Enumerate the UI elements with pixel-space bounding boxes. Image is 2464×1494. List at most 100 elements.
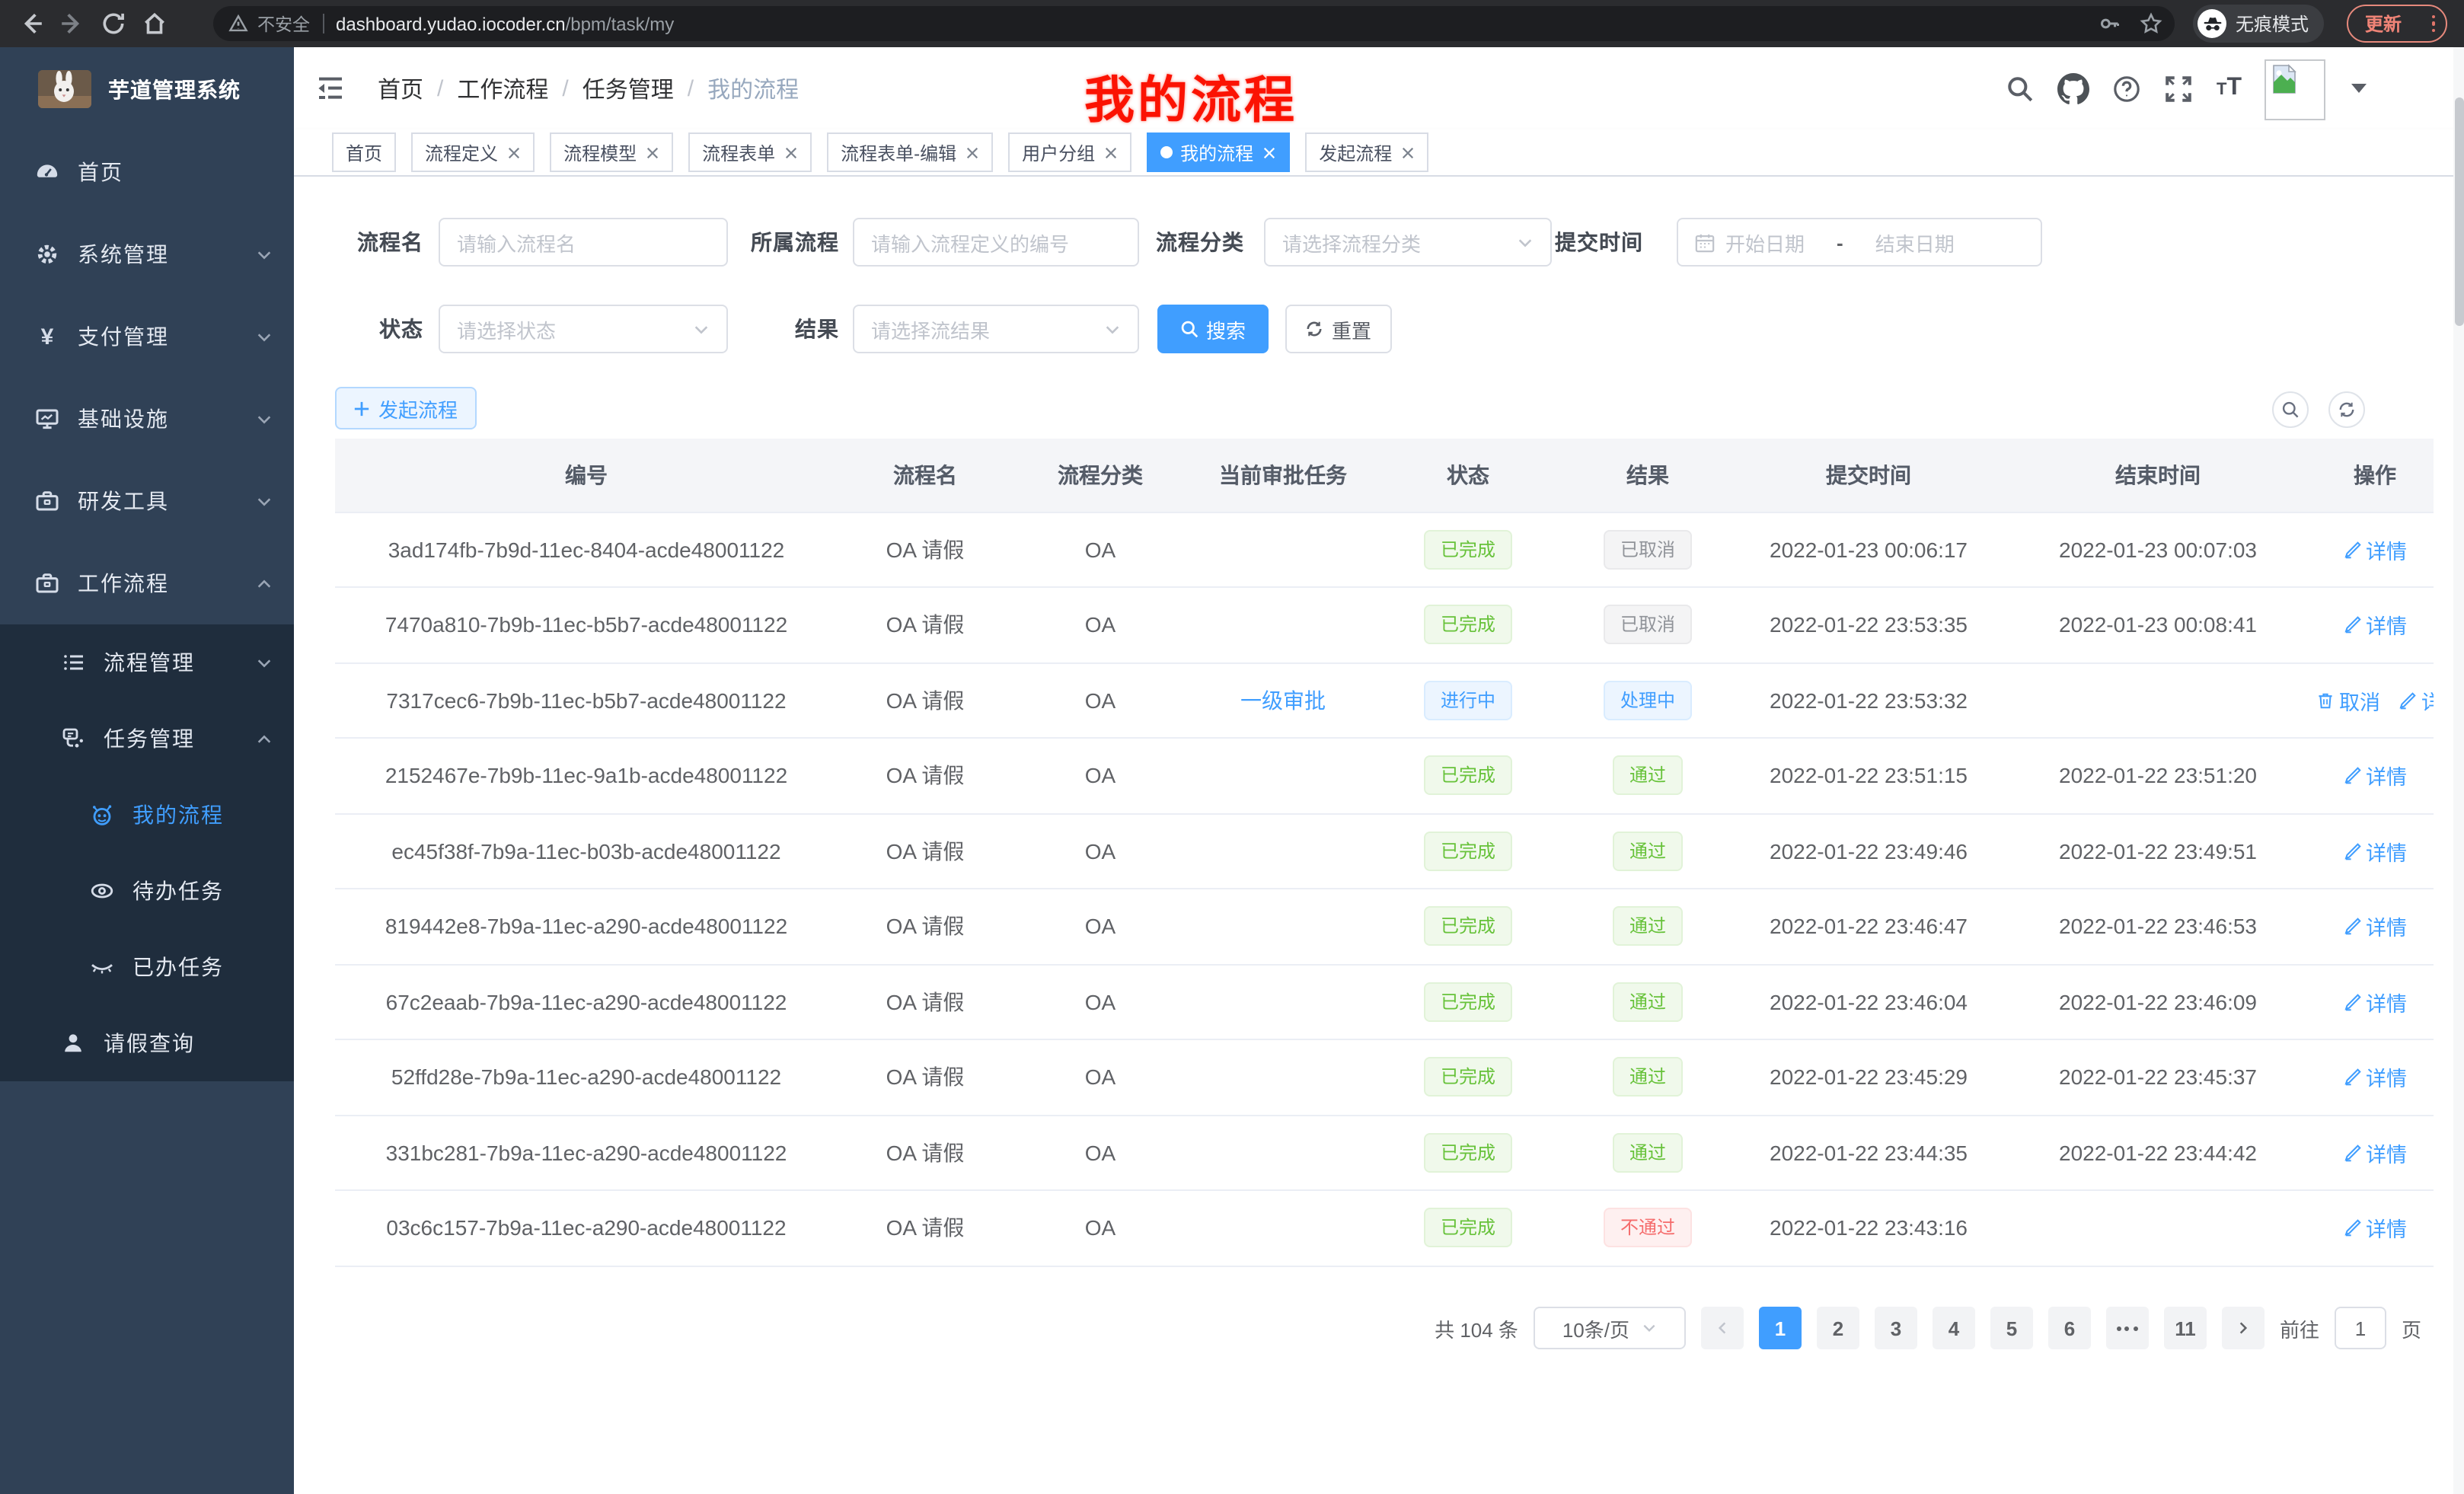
cell-submit-time: 2022-01-22 23:43:16	[1738, 1190, 2000, 1266]
not-secure-icon	[228, 14, 248, 32]
process-name-input[interactable]: 请输入流程名	[439, 218, 728, 267]
category-select[interactable]: 请选择流程分类	[1264, 218, 1552, 267]
robot-icon	[93, 805, 112, 825]
sidebar-fold-icon[interactable]	[317, 75, 344, 102]
edit-icon	[2344, 842, 2360, 860]
sidebar-item-infrastructure[interactable]: 基础设施	[0, 378, 294, 460]
tab-process-form[interactable]: 流程表单	[688, 132, 812, 172]
url-host[interactable]: dashboard.yudao.iocoder.cn	[336, 13, 566, 34]
next-page-button[interactable]	[2221, 1307, 2265, 1349]
detail-link[interactable]: 详情	[2343, 987, 2407, 1017]
cell-name: OA 请假	[838, 662, 1013, 739]
detail-link[interactable]: 详情	[2343, 1138, 2407, 1168]
page-button-3[interactable]: 3	[1874, 1307, 1917, 1349]
cell-submit-time: 2022-01-22 23:49:46	[1738, 813, 2000, 889]
reload-icon[interactable]	[101, 11, 126, 37]
result-select[interactable]: 请选择流结果	[853, 305, 1139, 353]
sidebar-item-workflow[interactable]: 工作流程	[0, 542, 294, 624]
gear-icon	[37, 244, 57, 264]
status-select[interactable]: 请选择状态	[439, 305, 728, 353]
more-pages-button[interactable]	[2105, 1307, 2149, 1349]
bookmark-star-icon[interactable]	[2140, 12, 2162, 35]
app-logo[interactable]: 芋道管理系统	[0, 47, 294, 131]
reset-button[interactable]: 重置	[1285, 305, 1392, 353]
tab-home[interactable]: 首页	[332, 132, 397, 172]
close-icon[interactable]	[1104, 145, 1118, 159]
detail-link[interactable]: 详情	[2343, 761, 2407, 791]
submit-time-range-picker[interactable]: 开始日期 - 结束日期	[1677, 218, 2042, 267]
detail-link[interactable]: 详情	[2343, 836, 2407, 867]
close-icon[interactable]	[1401, 145, 1415, 159]
sidebar-item-leave-query[interactable]: 请假查询	[0, 1005, 294, 1081]
cell-submit-time: 2022-01-23 00:06:17	[1738, 512, 2000, 588]
breadcrumb-workflow[interactable]: 工作流程	[457, 77, 549, 103]
page-button-2[interactable]: 2	[1816, 1307, 1859, 1349]
detail-link[interactable]: 详情	[2343, 535, 2407, 565]
forward-icon[interactable]	[59, 11, 85, 37]
sidebar-item-devtools[interactable]: 研发工具	[0, 460, 294, 542]
page-button-5[interactable]: 5	[1990, 1307, 2033, 1349]
tab-start-process[interactable]: 发起流程	[1305, 132, 1429, 172]
scrollbar-thumb[interactable]	[2454, 97, 2463, 326]
chevron-up-icon	[257, 734, 271, 742]
github-icon[interactable]	[2057, 72, 2090, 104]
sidebar-item-payment[interactable]: ¥ 支付管理	[0, 295, 294, 378]
page-button-11[interactable]: 11	[2163, 1307, 2207, 1349]
tab-process-model[interactable]: 流程模型	[550, 132, 674, 172]
sidebar-item-my-process[interactable]: 我的流程	[0, 777, 294, 853]
search-icon[interactable]	[2006, 74, 2035, 103]
parent-process-input[interactable]: 请输入流程定义的编号	[853, 218, 1139, 267]
current-task-link[interactable]: 一级审批	[1240, 688, 1326, 713]
show-search-button[interactable]	[2272, 391, 2309, 428]
fullscreen-icon[interactable]	[2165, 74, 2194, 103]
update-button[interactable]: 更新	[2347, 5, 2447, 43]
close-icon[interactable]	[507, 145, 521, 159]
home-icon[interactable]	[142, 11, 168, 37]
tab-process-definition[interactable]: 流程定义	[411, 132, 535, 172]
tab-user-group[interactable]: 用户分组	[1008, 132, 1132, 172]
sidebar-item-process-management[interactable]: 流程管理	[0, 624, 294, 701]
sidebar-item-todo-tasks[interactable]: 待办任务	[0, 853, 294, 929]
close-icon[interactable]	[646, 145, 659, 159]
tab-my-process[interactable]: 我的流程	[1147, 132, 1291, 172]
close-icon[interactable]	[965, 145, 979, 159]
help-icon[interactable]	[2113, 74, 2142, 103]
detail-link[interactable]: 详情	[2343, 1213, 2407, 1243]
sidebar-item-label: 支付管理	[78, 324, 169, 349]
result-badge: 已取消	[1603, 529, 1692, 570]
page-button-6[interactable]: 6	[2047, 1307, 2091, 1349]
detail-link[interactable]: 详情	[2399, 685, 2434, 716]
detail-link[interactable]: 详情	[2343, 1062, 2407, 1093]
sidebar-item-done-tasks[interactable]: 已办任务	[0, 929, 294, 1005]
scrollbar[interactable]	[2453, 47, 2464, 1494]
goto-page-input[interactable]: 1	[2334, 1307, 2386, 1349]
font-size-icon[interactable]: TT	[2216, 75, 2242, 101]
address-bar[interactable]: 不安全 dashboard.yudao.iocoder.cn/bpm/task/…	[213, 6, 2175, 41]
page-button-1[interactable]: 1	[1758, 1307, 1802, 1349]
breadcrumb-home[interactable]: 首页	[378, 77, 424, 103]
refresh-table-button[interactable]	[2328, 391, 2365, 428]
avatar-dropdown-caret[interactable]	[2351, 84, 2367, 93]
flow-nodes-icon	[62, 728, 83, 748]
key-icon[interactable]	[2099, 12, 2121, 35]
close-icon[interactable]	[1262, 145, 1276, 159]
security-label[interactable]: 不安全	[257, 16, 310, 34]
cancel-link[interactable]: 取消	[2316, 685, 2380, 716]
sidebar-item-task-management[interactable]: 任务管理	[0, 701, 294, 777]
page-size-select[interactable]: 10条/页	[1533, 1307, 1686, 1349]
avatar[interactable]	[2265, 59, 2325, 120]
page-button-4[interactable]: 4	[1932, 1307, 1975, 1349]
detail-link[interactable]: 详情	[2343, 911, 2407, 942]
browser-menu-icon[interactable]	[2431, 14, 2435, 33]
search-button[interactable]: 搜索	[1157, 305, 1269, 353]
back-icon[interactable]	[18, 11, 44, 37]
sidebar-item-system[interactable]: 系统管理	[0, 213, 294, 295]
close-icon[interactable]	[784, 145, 798, 159]
start-process-button[interactable]: 发起流程	[335, 387, 477, 429]
breadcrumb-task-management[interactable]: 任务管理	[582, 77, 674, 103]
detail-link[interactable]: 详情	[2343, 610, 2407, 640]
prev-page-button[interactable]	[1700, 1307, 1744, 1349]
sidebar-item-home[interactable]: 首页	[0, 131, 294, 213]
chevron-left-icon	[1718, 1322, 1726, 1334]
tab-process-form-edit[interactable]: 流程表单-编辑	[827, 132, 994, 172]
